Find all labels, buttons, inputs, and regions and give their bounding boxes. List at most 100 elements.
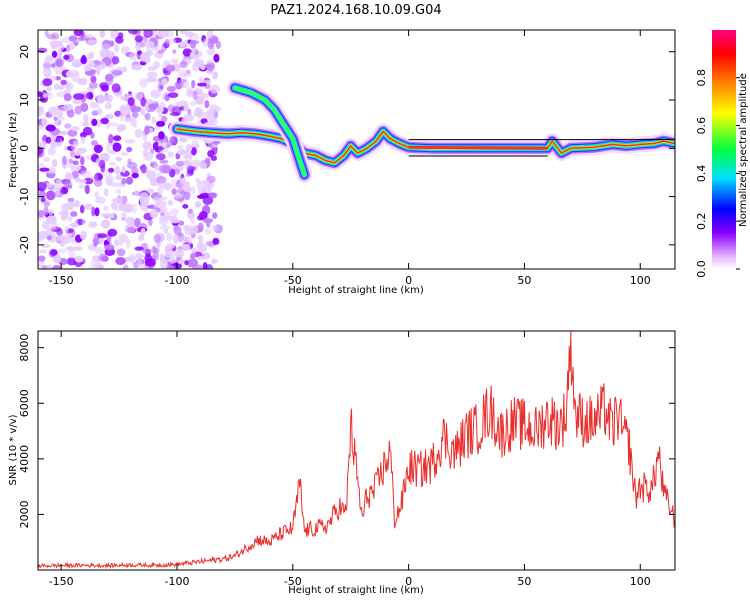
- noise-blob: [104, 175, 115, 184]
- noise-blob: [120, 95, 126, 101]
- noise-blob: [66, 70, 73, 78]
- noise-blob: [166, 243, 175, 250]
- noise-blob: [134, 190, 139, 196]
- noise-blob: [43, 67, 52, 78]
- noise-blob: [125, 176, 134, 185]
- noise-blob: [178, 259, 185, 265]
- noise-blob: [94, 246, 104, 255]
- noise-blob: [144, 102, 150, 111]
- noise-blob: [169, 208, 179, 217]
- noise-blob: [207, 30, 214, 39]
- noise-blob: [134, 253, 144, 260]
- noise-blob: [115, 36, 124, 44]
- noise-blob: [210, 37, 217, 45]
- noise-blob: [210, 155, 218, 161]
- noise-blob: [155, 200, 161, 206]
- noise-blob: [189, 40, 197, 49]
- noise-blob: [129, 117, 137, 126]
- noise-blob: [159, 182, 170, 190]
- noise-blob: [197, 222, 204, 233]
- noise-blob: [104, 244, 115, 251]
- noise-blob: [197, 194, 206, 199]
- noise-blob: [104, 73, 114, 82]
- noise-blob: [100, 43, 111, 50]
- noise-blob: [192, 90, 198, 100]
- noise-blob: [91, 118, 98, 126]
- noise-blob: [199, 159, 208, 170]
- noise-blob: [84, 65, 92, 72]
- noise-blob: [63, 181, 73, 188]
- noise-blob: [86, 92, 94, 100]
- noise-blob: [140, 164, 147, 174]
- noise-blob: [183, 103, 189, 112]
- noise-blob: [65, 174, 74, 180]
- noise-blob: [194, 201, 202, 208]
- x-tick-label: 0: [405, 575, 412, 588]
- noise-blob: [90, 140, 98, 146]
- noise-blob: [146, 77, 158, 83]
- noise-blob: [90, 75, 97, 84]
- noise-blob: [120, 151, 129, 156]
- noise-blob: [185, 143, 193, 153]
- noise-blob: [93, 240, 98, 247]
- noise-blob: [72, 98, 84, 104]
- noise-blob: [72, 160, 79, 166]
- noise-blob: [167, 200, 174, 206]
- noise-blob: [116, 248, 126, 257]
- noise-blob: [181, 73, 192, 78]
- noise-blob: [197, 82, 207, 87]
- noise-blob: [73, 93, 84, 100]
- noise-blob: [49, 40, 60, 47]
- noise-blob: [80, 102, 89, 113]
- y-tick-label: 4000: [18, 445, 31, 473]
- noise-blob: [99, 49, 108, 58]
- noise-blob: [134, 92, 144, 101]
- spectrogram-y-axis-label: Frequency (Hz): [8, 112, 19, 188]
- noise-blob: [63, 54, 70, 60]
- noise-blob: [178, 220, 185, 226]
- noise-blob: [131, 172, 139, 179]
- noise-blob: [189, 225, 198, 234]
- noise-blob: [43, 206, 49, 216]
- noise-blob: [201, 204, 211, 215]
- noise-blob: [165, 39, 170, 45]
- noise-blob: [189, 253, 196, 260]
- noise-blob: [179, 177, 185, 185]
- noise-blob: [57, 248, 67, 254]
- noise-blob: [122, 107, 132, 115]
- noise-blob: [42, 78, 53, 87]
- noise-blob: [38, 262, 42, 268]
- noise-blob: [80, 56, 88, 65]
- noise-blob: [139, 78, 148, 88]
- noise-blob: [98, 236, 104, 245]
- noise-blob: [207, 150, 215, 158]
- noise-blob: [191, 147, 197, 156]
- colorbar-tick-label: 0.0: [695, 260, 708, 278]
- main-ridge-layer: [176, 128, 675, 164]
- noise-blob: [126, 146, 133, 153]
- noise-blob: [171, 188, 177, 195]
- noise-blob: [177, 79, 187, 84]
- noise-blob: [110, 202, 118, 210]
- noise-blob: [61, 155, 67, 166]
- noise-blob: [43, 157, 50, 163]
- noise-blob: [211, 225, 219, 231]
- noise-blob: [187, 165, 195, 175]
- x-tick-label: -150: [49, 575, 74, 588]
- noise-blob: [110, 182, 122, 187]
- noise-blob: [96, 108, 103, 116]
- noise-blob: [53, 116, 58, 121]
- noise-blob: [169, 218, 180, 224]
- colorbar-tick-label: 0.2: [695, 212, 708, 230]
- y-tick-label: -10: [18, 188, 31, 206]
- noise-blob: [143, 151, 154, 161]
- noise-blob: [161, 141, 168, 148]
- noise-blob: [125, 216, 135, 225]
- noise-blob: [111, 56, 120, 65]
- noise-blob: [116, 124, 124, 133]
- noise-blob: [134, 35, 143, 43]
- noise-blob: [47, 147, 56, 156]
- noise-blob: [68, 35, 78, 42]
- noise-blob: [134, 44, 141, 52]
